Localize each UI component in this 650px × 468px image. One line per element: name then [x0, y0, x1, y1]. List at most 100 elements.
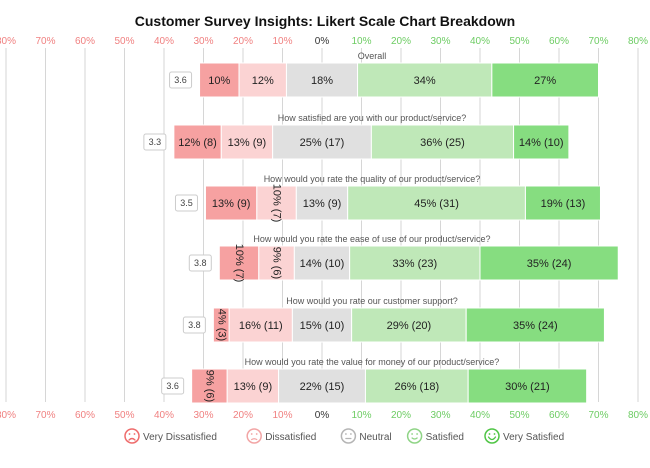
legend-label: Satisfied — [426, 432, 464, 443]
question-row: How would you rate the quality of our pr… — [174, 174, 601, 223]
segment-label: 12% — [252, 75, 274, 87]
legend[interactable]: Very Dissatisfied Dissatisfied Neutral Sati… — [124, 428, 564, 444]
face-slightly-sad-icon — [246, 428, 262, 444]
bar-segment-dissatisfied[interactable] — [256, 185, 297, 221]
segment-label: 10% (7) — [233, 244, 245, 283]
x-tick-label: 10% — [351, 410, 371, 421]
bar-segment-very-satisfied[interactable] — [524, 185, 601, 221]
segment-label: 26% (18) — [394, 381, 439, 393]
x-tick-label: 80% — [0, 410, 16, 421]
segment-label: 14% (10) — [519, 137, 564, 149]
x-tick-label: 20% — [391, 36, 411, 47]
bar-segment-satisfied[interactable] — [370, 124, 515, 160]
x-tick-label: 20% — [391, 410, 411, 421]
bar-segment-neutral[interactable] — [272, 124, 372, 160]
question-row: How would you rate our customer support?… — [182, 296, 605, 343]
question-label: How would you rate our customer support? — [286, 296, 458, 306]
legend-item-satisfied[interactable]: Satisfied — [406, 428, 464, 444]
segment-label: 25% (17) — [300, 137, 345, 149]
bar-segment-very-satisfied[interactable] — [467, 368, 588, 404]
score-label: 3.5 — [180, 198, 193, 208]
x-tick-label: 50% — [509, 410, 529, 421]
score-box — [188, 254, 212, 272]
x-axis-top-ticks: 80% 70% 60% 50% 40% 30% 20% 10% 0% 10% 20% 30% 40% 50… — [0, 36, 648, 47]
x-tick-label: 80% — [0, 36, 16, 47]
x-tick-label: 40% — [470, 36, 490, 47]
bar-segment-dissatisfied[interactable] — [258, 245, 295, 281]
bar-segment-very-satisfied[interactable] — [465, 307, 605, 343]
x-tick-label: 60% — [75, 410, 95, 421]
x-tick-label: 30% — [430, 36, 450, 47]
question-row: How would you rate the ease of use of ou… — [188, 234, 619, 283]
segment-label: 34% — [414, 75, 436, 87]
score-label: 3.8 — [194, 258, 207, 268]
bar-segment-dissatisfied[interactable] — [228, 307, 293, 343]
x-tick-label: 70% — [588, 410, 608, 421]
bar-segment-very-dissatisfied[interactable] — [199, 62, 240, 98]
segment-label: 18% — [311, 75, 333, 87]
score-label: 3.3 — [149, 137, 162, 147]
bar-segment-satisfied[interactable] — [364, 368, 469, 404]
grid-lines — [5, 48, 639, 402]
bar-segment-neutral[interactable] — [285, 62, 359, 98]
bar-segment-very-dissatisfied[interactable] — [173, 124, 222, 160]
bar-segment-neutral[interactable] — [295, 185, 349, 221]
segment-label: 19% (13) — [541, 198, 586, 210]
bar-segment-satisfied[interactable] — [347, 185, 526, 221]
score-box — [143, 133, 167, 151]
question-label: Overall — [358, 51, 387, 61]
x-tick-label: 30% — [193, 410, 213, 421]
x-tick-label: 10% — [351, 36, 371, 47]
segment-label: 27% — [534, 75, 556, 87]
bar-segment-very-satisfied[interactable] — [491, 62, 600, 98]
x-tick-label: 30% — [430, 410, 450, 421]
legend-label: Neutral — [359, 432, 391, 443]
segment-label: 10% (7) — [271, 184, 283, 223]
bar-segment-very-dissatisfied[interactable] — [204, 185, 258, 221]
question-row: Overall 10% 12% 18% 34% 27% 3.6 — [169, 51, 600, 98]
face-neutral-icon — [340, 428, 357, 444]
bar-segment-dissatisfied[interactable] — [226, 368, 280, 404]
chart-title: Customer Survey Insights: Likert Scale C… — [135, 13, 515, 29]
score-label: 3.6 — [174, 75, 187, 85]
bar-segment-neutral[interactable] — [291, 307, 353, 343]
segment-label: 4% (3) — [215, 309, 227, 341]
question-row: How satisfied are you with our product/s… — [143, 113, 570, 160]
legend-item-neutral[interactable]: Neutral — [340, 428, 392, 444]
x-tick-label: 40% — [154, 36, 174, 47]
legend-item-very-dissatisfied[interactable]: Very Dissatisfied — [124, 428, 217, 444]
bar-segment-very-satisfied[interactable] — [479, 245, 619, 281]
segment-label: 36% (25) — [420, 137, 465, 149]
segment-label: 22% (15) — [300, 381, 345, 393]
x-tick-label: 50% — [509, 36, 529, 47]
x-tick-label: 30% — [193, 36, 213, 47]
question-row: How would you rate the value for money o… — [161, 357, 588, 404]
face-smile-icon — [406, 428, 423, 444]
x-tick-label: 10% — [272, 36, 292, 47]
x-axis-bottom-ticks: 80% 70% 60% 50% 40% 30% 20% 10% 0% 10% 20% 30% 40% 50… — [0, 410, 648, 421]
segment-label: 35% (24) — [527, 258, 572, 270]
legend-label: Dissatisfied — [265, 432, 316, 443]
x-tick-label: 40% — [154, 410, 174, 421]
x-tick-label: 60% — [549, 36, 569, 47]
question-label: How would you rate the quality of our pr… — [264, 174, 481, 184]
x-tick-label: 20% — [233, 36, 253, 47]
bar-segment-satisfied[interactable] — [349, 245, 481, 281]
segment-label: 13% (9) — [228, 137, 267, 149]
x-tick-label: 50% — [114, 410, 134, 421]
score-box — [161, 377, 185, 395]
segment-label: 9% (6) — [204, 370, 216, 402]
legend-item-dissatisfied[interactable]: Dissatisfied — [246, 428, 316, 444]
bar-segment-very-satisfied[interactable] — [513, 124, 570, 160]
x-tick-label: 60% — [75, 36, 95, 47]
legend-item-very-satisfied[interactable]: Very Satisfied — [484, 428, 564, 444]
segment-label: 45% (31) — [414, 198, 459, 210]
segment-label: 35% (24) — [513, 320, 558, 332]
bar-segment-satisfied[interactable] — [351, 307, 467, 343]
bar-segment-very-dissatisfied[interactable] — [218, 245, 260, 281]
segment-label: 9% (6) — [271, 247, 283, 279]
segment-label: 13% (9) — [234, 381, 273, 393]
bar-segment-neutral[interactable] — [278, 368, 366, 404]
legend-label: Very Satisfied — [503, 432, 564, 443]
question-label: How would you rate the value for money o… — [245, 357, 500, 367]
